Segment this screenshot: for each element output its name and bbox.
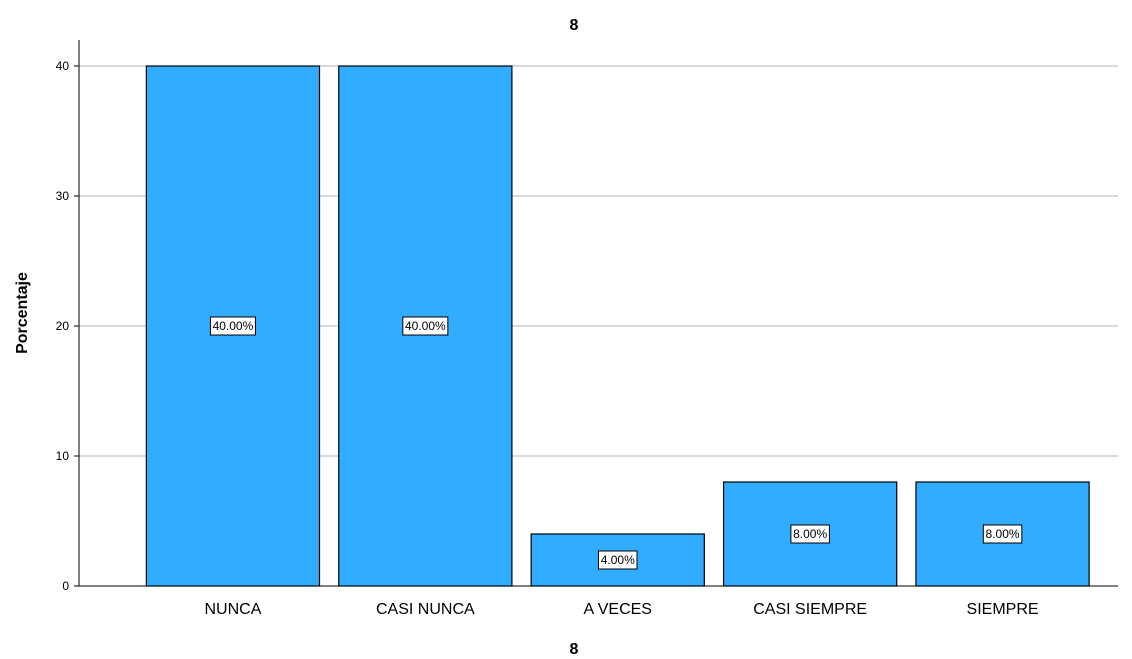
- y-axis: 0 10 20 30 40: [56, 40, 80, 593]
- data-label-box: [597, 550, 638, 570]
- data-label-box: [209, 316, 256, 336]
- data-label-box: [402, 316, 449, 336]
- x-tick-label: CASI NUNCA: [376, 601, 475, 618]
- x-axis: NUNCA CASI NUNCA A VECES CASI SIEMPRE SIEMPR…: [79, 585, 1118, 618]
- x-tick-label: A VECES: [583, 601, 651, 618]
- x-tick-label: NUNCA: [204, 601, 261, 618]
- data-label: 40.00%: [405, 319, 446, 333]
- y-tick-label: 30: [56, 189, 70, 203]
- data-label: 4.00%: [601, 553, 635, 567]
- y-tick-label: 10: [56, 449, 70, 463]
- y-tick-label: 40: [56, 59, 70, 73]
- data-label-box: [790, 524, 830, 544]
- data-label: 8.00%: [986, 527, 1020, 541]
- x-axis-title: 8: [570, 641, 579, 658]
- data-label: 40.00%: [213, 319, 254, 333]
- y-axis-title: Porcentaje: [14, 272, 31, 354]
- chart-title: 8: [570, 17, 579, 34]
- data-label-box: [982, 524, 1023, 544]
- data-label: 8.00%: [793, 527, 827, 541]
- data-labels: 40.00% 40.00% 4.00% 8.00% 8.00%: [209, 316, 1023, 570]
- x-tick-label: CASI SIEMPRE: [753, 601, 867, 618]
- y-tick-label: 0: [62, 579, 69, 593]
- x-tick-label: SIEMPRE: [967, 601, 1039, 618]
- y-tick-label: 20: [56, 319, 70, 333]
